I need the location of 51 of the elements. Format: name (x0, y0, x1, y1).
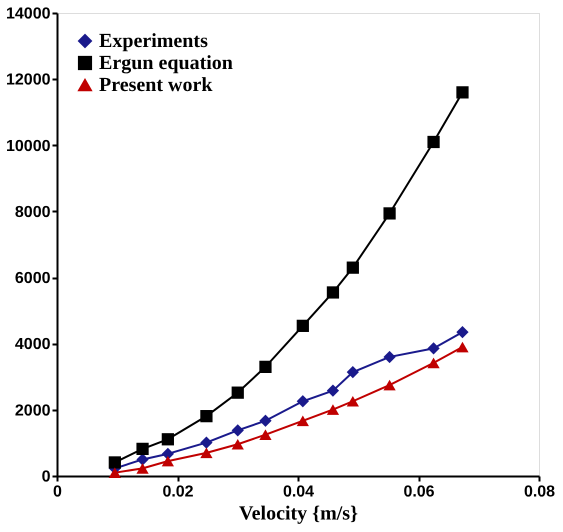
point (162, 433, 174, 446)
x-axis-title: Velocity {m/s} (239, 502, 358, 524)
point (346, 396, 359, 407)
point (456, 326, 469, 338)
legend-label: Ergun equation (99, 52, 233, 74)
x-tick-label: 0.06 (403, 484, 435, 500)
y-tick-label: 0 (42, 468, 51, 486)
x-tick-label: 0 (53, 484, 62, 500)
point (456, 342, 469, 352)
legend-label: Experiments (99, 30, 208, 52)
point (108, 467, 121, 478)
y-tick-label: 14000 (6, 6, 51, 22)
point (427, 358, 440, 368)
point (456, 86, 469, 98)
point (383, 350, 396, 364)
point (232, 386, 244, 399)
point (162, 448, 174, 460)
y-tick-label: 10000 (6, 138, 51, 155)
legend-label: Present work (99, 74, 214, 96)
point (162, 456, 174, 466)
point (259, 429, 272, 440)
y-tick-label: 12000 (6, 72, 51, 89)
point (427, 342, 440, 354)
point (108, 456, 121, 469)
point (136, 463, 149, 474)
y-tick-label: 2000 (14, 402, 51, 420)
point (383, 207, 396, 220)
x-tick-label: 0.08 (524, 484, 556, 500)
point (326, 384, 340, 397)
point (427, 136, 440, 148)
y-tick-label: 6000 (14, 270, 51, 288)
x-tick-label: 0.02 (162, 484, 194, 500)
point (346, 262, 359, 274)
point (326, 286, 340, 299)
point (259, 360, 272, 373)
point (200, 436, 213, 449)
point (346, 366, 359, 378)
point (136, 442, 149, 456)
point (296, 320, 309, 332)
point (296, 395, 309, 408)
point (383, 380, 396, 390)
point (259, 414, 272, 427)
y-tick-label: 4000 (14, 336, 51, 354)
point (232, 438, 244, 450)
point (296, 415, 309, 426)
point (232, 424, 244, 436)
point (326, 404, 340, 415)
point (200, 448, 213, 458)
x-tick-label: 0.04 (282, 484, 314, 500)
point (200, 410, 213, 422)
y-tick-label: 8000 (14, 204, 51, 221)
